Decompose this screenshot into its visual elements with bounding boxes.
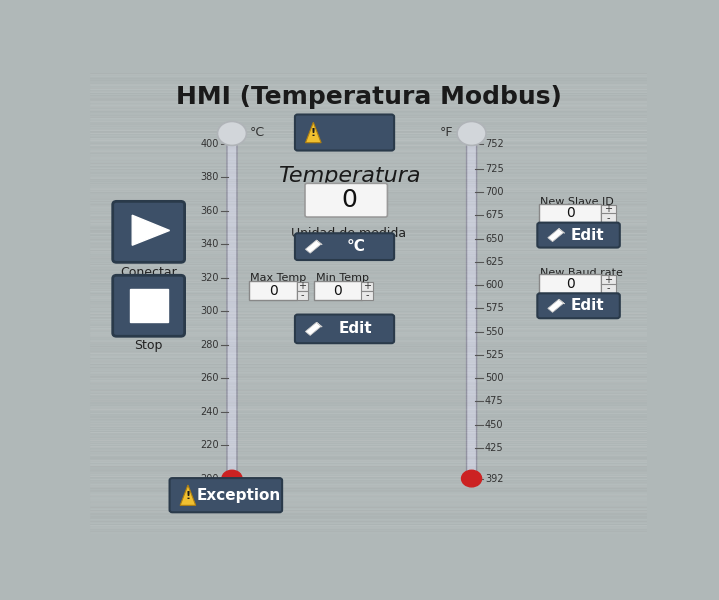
FancyBboxPatch shape	[113, 202, 185, 262]
Text: !: !	[186, 491, 191, 501]
FancyBboxPatch shape	[227, 142, 237, 480]
Text: Exception: Exception	[196, 488, 281, 503]
Text: 500: 500	[485, 373, 503, 383]
Text: 0: 0	[566, 206, 574, 220]
FancyBboxPatch shape	[295, 115, 394, 151]
Text: Min Temp: Min Temp	[316, 273, 370, 283]
Text: 650: 650	[485, 233, 503, 244]
FancyBboxPatch shape	[361, 290, 373, 300]
Circle shape	[457, 121, 486, 145]
Text: Edit: Edit	[571, 298, 605, 313]
Polygon shape	[559, 299, 564, 304]
FancyBboxPatch shape	[305, 184, 388, 217]
Text: 200: 200	[200, 473, 219, 484]
Text: 360: 360	[200, 206, 219, 215]
Text: Edit: Edit	[339, 322, 372, 337]
FancyBboxPatch shape	[539, 203, 601, 223]
FancyBboxPatch shape	[314, 281, 362, 300]
Text: +: +	[604, 204, 612, 214]
FancyBboxPatch shape	[537, 223, 620, 248]
Polygon shape	[132, 215, 170, 245]
Text: °C: °C	[347, 239, 365, 254]
Circle shape	[462, 470, 482, 487]
FancyBboxPatch shape	[130, 289, 168, 322]
Text: °F: °F	[440, 125, 454, 139]
Polygon shape	[306, 240, 321, 253]
Text: Edit: Edit	[571, 227, 605, 242]
Text: 340: 340	[200, 239, 219, 249]
Circle shape	[217, 121, 247, 145]
FancyBboxPatch shape	[295, 233, 394, 260]
Text: 752: 752	[485, 139, 504, 149]
Text: +: +	[298, 281, 306, 291]
Text: +: +	[604, 275, 612, 284]
Text: 575: 575	[485, 303, 504, 313]
FancyBboxPatch shape	[600, 214, 615, 223]
Polygon shape	[316, 240, 322, 245]
FancyBboxPatch shape	[600, 284, 615, 293]
Text: 675: 675	[485, 210, 503, 220]
Text: New Slave ID: New Slave ID	[540, 197, 614, 207]
Text: 400: 400	[200, 139, 219, 149]
Text: Conectar: Conectar	[120, 266, 177, 278]
Text: 550: 550	[485, 326, 503, 337]
Polygon shape	[306, 322, 321, 335]
Text: Temperatura: Temperatura	[278, 166, 420, 186]
Text: 625: 625	[485, 257, 503, 267]
FancyBboxPatch shape	[296, 282, 308, 291]
Text: 600: 600	[485, 280, 503, 290]
FancyBboxPatch shape	[296, 290, 308, 300]
Text: 450: 450	[485, 419, 503, 430]
Text: Unidad de medida: Unidad de medida	[291, 227, 406, 240]
Text: 380: 380	[200, 172, 219, 182]
Text: -: -	[365, 290, 369, 300]
FancyBboxPatch shape	[537, 293, 620, 318]
Text: 525: 525	[485, 350, 504, 360]
Text: 240: 240	[200, 407, 219, 416]
Text: New Baud rate: New Baud rate	[540, 268, 623, 278]
Text: 0: 0	[334, 284, 342, 298]
Text: 300: 300	[200, 306, 219, 316]
Polygon shape	[548, 229, 564, 242]
Text: 220: 220	[200, 440, 219, 450]
Text: 0: 0	[269, 284, 278, 298]
Text: Max Temp: Max Temp	[250, 273, 306, 283]
Text: -: -	[606, 283, 610, 293]
Text: 425: 425	[485, 443, 503, 453]
FancyBboxPatch shape	[539, 274, 601, 294]
FancyBboxPatch shape	[361, 282, 373, 291]
Polygon shape	[306, 122, 321, 143]
Text: HMI (Temperatura Modbus): HMI (Temperatura Modbus)	[175, 85, 562, 109]
Text: -: -	[301, 290, 304, 300]
Text: 475: 475	[485, 397, 503, 406]
Text: 260: 260	[200, 373, 219, 383]
Polygon shape	[316, 322, 322, 327]
FancyBboxPatch shape	[295, 314, 394, 343]
Text: 0: 0	[566, 277, 574, 291]
Text: 725: 725	[485, 164, 504, 174]
FancyBboxPatch shape	[113, 275, 185, 336]
Text: 0: 0	[341, 188, 357, 212]
Polygon shape	[180, 485, 196, 505]
Polygon shape	[548, 299, 564, 313]
Text: Stop: Stop	[134, 339, 162, 352]
Text: 700: 700	[485, 187, 503, 197]
FancyBboxPatch shape	[467, 142, 477, 480]
Text: -: -	[606, 213, 610, 223]
Text: 320: 320	[200, 272, 219, 283]
Circle shape	[222, 470, 242, 487]
Text: 392: 392	[485, 473, 503, 484]
Text: °C: °C	[249, 125, 265, 139]
Text: +: +	[363, 281, 371, 291]
Text: !: !	[311, 128, 316, 139]
Polygon shape	[559, 229, 564, 233]
FancyBboxPatch shape	[170, 478, 282, 512]
Text: 280: 280	[200, 340, 219, 350]
FancyBboxPatch shape	[600, 205, 615, 214]
FancyBboxPatch shape	[249, 281, 297, 300]
FancyBboxPatch shape	[600, 275, 615, 284]
